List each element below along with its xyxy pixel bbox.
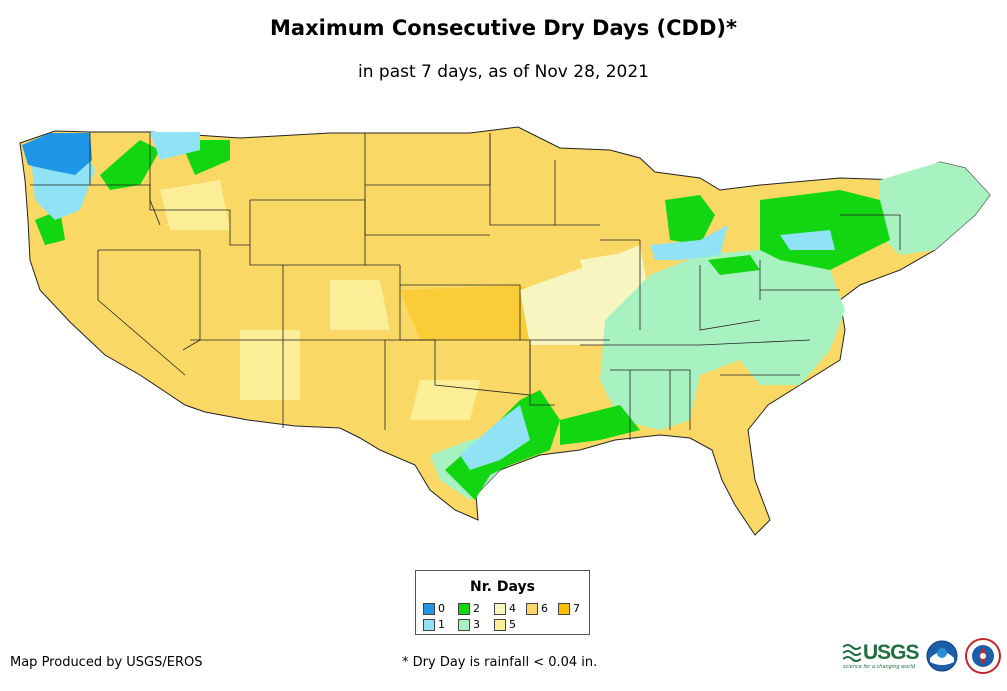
legend-label-0: 0: [438, 602, 445, 615]
legend-swatch-3: [458, 619, 470, 631]
us-land: [19, 126, 991, 536]
region-0-days: [22, 133, 92, 175]
map-title: Maximum Consecutive Dry Days (CDD)*: [270, 16, 737, 40]
legend-label-6: 6: [541, 602, 548, 615]
region-3-days: [430, 162, 990, 500]
nws-logo-icon: [965, 638, 1001, 674]
region-2-days: [35, 140, 890, 500]
legend-swatch-1: [423, 619, 435, 631]
map-subtitle: in past 7 days, as of Nov 28, 2021: [358, 62, 649, 82]
legend-swatch-4: [494, 603, 506, 615]
usgs-wave-icon: [843, 644, 861, 662]
legend-label-2: 2: [473, 602, 480, 615]
legend-swatch-0: [423, 603, 435, 615]
legend-label-4: 4: [509, 602, 516, 615]
state-boundaries: [30, 132, 901, 440]
usgs-logo-text: USGS: [863, 641, 920, 664]
dry-day-definition-note: * Dry Day is rainfall < 0.04 in.: [402, 655, 598, 670]
legend-label-1: 1: [438, 618, 445, 631]
usgs-logo: USGS science for a changing world: [843, 640, 923, 672]
legend-label-3: 3: [473, 618, 480, 631]
legend-label-7: 7: [573, 602, 580, 615]
us-dry-days-map: [19, 126, 991, 536]
legend-swatch-6: [526, 603, 538, 615]
legend-title: Nr. Days: [470, 579, 535, 595]
legend-swatch-7: [558, 603, 570, 615]
legend-label-5: 5: [509, 618, 516, 631]
region-5-days: [160, 180, 480, 420]
noaa-logo-icon: [926, 640, 958, 672]
map-producer-credit: Map Produced by USGS/EROS: [10, 655, 203, 670]
legend-swatch-2: [458, 603, 470, 615]
usgs-tagline: science for a changing world: [843, 664, 915, 670]
dry-days-regions: [19, 126, 991, 536]
legend-swatch-5: [494, 619, 506, 631]
legend: Nr. Days 0 2 4 6 7 1 3 5: [415, 570, 590, 635]
